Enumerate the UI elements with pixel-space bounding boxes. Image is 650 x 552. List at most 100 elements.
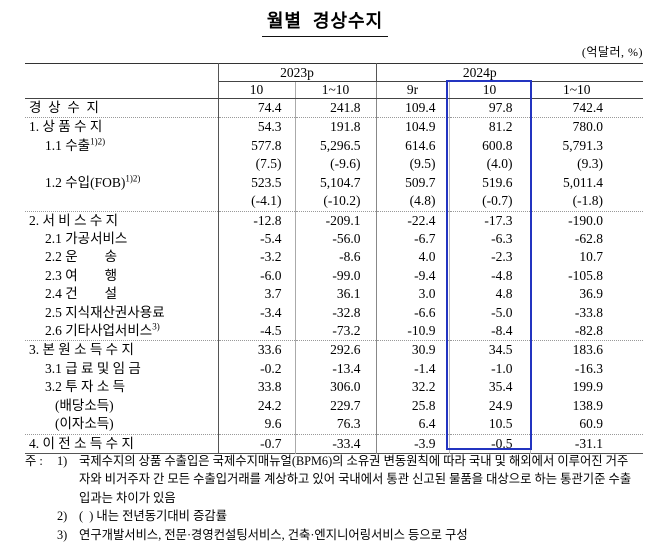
value-cell: (9.3): [577, 156, 604, 172]
value-cell: -99.0: [295, 266, 377, 286]
row-label: 2.3 여 행: [25, 266, 219, 286]
value-cell: (-9.6): [295, 155, 377, 174]
value-cell: 6.4: [376, 415, 450, 435]
value-cell: (7.5): [218, 155, 296, 174]
page-title: 월별 경상수지: [0, 7, 650, 37]
value-cell: -73.2: [295, 322, 377, 341]
value-cell: -4.5: [218, 322, 296, 341]
value-cell: -0.7: [218, 433, 296, 454]
column-header-2024-10: 10: [449, 81, 531, 99]
value-cell: 25.8: [376, 396, 450, 416]
value-cell: -82.8: [574, 323, 604, 339]
value-cell: 229.7: [295, 396, 377, 416]
row-label: [25, 155, 219, 174]
table-row: 1.2 수입(FOB)1)2) 523.5 5,104.7 509.7 519.6 5,0…: [25, 173, 643, 193]
value-cell: -105.8: [568, 267, 604, 283]
value-cell: 36.9: [579, 286, 604, 302]
table-row: 1. 상 품 수 지 54.3 191.8 104.9 81.2 780.0: [25, 117, 644, 137]
row-label: 2.1 가공서비스: [25, 229, 219, 249]
table-row: 3.2 투 자 소 득 33.8 306.0 32.2 35.4 199.9: [25, 378, 643, 397]
value-cell: (-1.8): [572, 193, 604, 209]
value-cell: 33.6: [218, 340, 296, 360]
row-label: 4. 이 전 소 득 수 지: [25, 433, 219, 454]
table-row: 경 상 수 지 74.4 241.8 109.4 97.8 742.4: [25, 98, 643, 118]
value-cell: -190.0: [530, 210, 644, 230]
value-cell: 183.6: [530, 340, 644, 360]
value-cell: -8.4: [449, 322, 531, 341]
value-cell: 600.8: [449, 136, 531, 156]
value-cell: 10.5: [449, 415, 531, 435]
footnote-prefix: 주 :: [25, 454, 43, 468]
value-cell: -8.6: [295, 248, 377, 267]
value-cell: 742.4: [572, 100, 604, 115]
value-cell: 3.7: [218, 285, 296, 304]
value-cell: -31.1: [530, 433, 644, 454]
value-cell: 60.9: [579, 416, 604, 432]
value-cell: 32.2: [376, 378, 450, 397]
value-cell: -5.0: [449, 303, 531, 323]
row-label: 1. 상 품 수 지: [25, 117, 219, 137]
column-group-2023p: 2023p: [218, 63, 377, 82]
value-cell: 292.6: [295, 340, 377, 360]
value-cell: 109.4: [376, 98, 450, 118]
row-label: 1.2 수입(FOB)1)2): [25, 173, 219, 193]
value-cell: -2.3: [449, 248, 531, 267]
value-cell: -12.8: [218, 210, 296, 230]
value-cell: -33.4: [295, 433, 377, 454]
value-cell: 36.1: [295, 285, 377, 304]
value-cell: -6.6: [376, 303, 450, 323]
value-cell: 199.9: [572, 379, 604, 395]
row-label: 2. 서 비 스 수 지: [25, 210, 219, 230]
table-row: 2.4 건 설 3.7 36.1 3.0 4.8 36.9: [25, 285, 643, 304]
table-row: 1.1 수출1)2) 577.8 5,296.5 614.6 600.8 5,791.3: [25, 136, 643, 156]
value-cell: 5,296.5: [295, 136, 377, 156]
value-cell: (-0.7): [449, 192, 531, 212]
value-cell: -56.0: [295, 229, 377, 249]
footnote-text: 연구개발서비스, 전문·경영컨설팅서비스, 건축·엔지니어링서비스 등으로 구성: [79, 527, 468, 542]
footnote-item: 3) 연구개발서비스, 전문·경영컨설팅서비스, 건축·엔지니어링서비스 등으로 …: [57, 526, 639, 544]
value-cell: 4.0: [376, 248, 450, 267]
table-row: (7.5) (-9.6) (9.5) (4.0) (9.3): [25, 155, 643, 174]
footnote-marker: 1)2): [125, 173, 141, 184]
value-cell: -9.4: [376, 266, 450, 286]
row-label: 1.1 수출1)2): [25, 136, 219, 156]
table-row: 2.3 여 행 -6.0 -99.0 -9.4 -4.8 -105.8: [25, 266, 643, 286]
value-cell: 81.2: [449, 117, 531, 137]
value-cell: -13.4: [295, 359, 377, 379]
footnote-list: 1) 국제수지의 상품 수출입은 국제수지매뉴얼(BPM6)의 소유권 변동원칙에…: [57, 452, 639, 544]
footnote-text: 국제수지의 상품 수출입은 국제수지매뉴얼(BPM6)의 소유권 변동원칙에 따…: [79, 454, 632, 505]
footnote-text: ( ) 내는 전년동기대비 증감률: [79, 509, 228, 524]
footnotes: 주 : 1) 국제수지의 상품 수출입은 국제수지매뉴얼(BPM6)의 소유권 변…: [25, 452, 639, 544]
table-row: (-4.1) (-10.2) (4.8) (-0.7) (-1.8): [25, 192, 643, 212]
column-header-2024-9r: 9r: [376, 81, 450, 99]
value-cell: 519.6: [449, 173, 531, 193]
value-cell: 24.9: [449, 396, 531, 416]
footnote-number: 3): [57, 527, 68, 542]
value-cell: 3.0: [376, 285, 450, 304]
value-cell: 780.0: [530, 117, 644, 137]
table-row: 2. 서 비 스 수 지 -12.8 -209.1 -22.4 -17.3 -190.0: [25, 210, 644, 230]
value-cell: -209.1: [295, 210, 377, 230]
table-row: 2.6 기타사업서비스3) -4.5 -73.2 -10.9 -8.4 -82.8: [25, 322, 643, 341]
value-cell: -1.4: [376, 359, 450, 379]
value-cell: (-10.2): [295, 192, 377, 212]
row-label: 3. 본 원 소 득 수 지: [25, 340, 219, 360]
value-cell: 5,791.3: [562, 137, 604, 153]
value-cell: 74.4: [218, 98, 296, 118]
column-header-2023-10: 10: [218, 81, 296, 99]
value-cell: -0.2: [218, 359, 296, 379]
value-cell: -3.9: [376, 433, 450, 454]
value-cell: 104.9: [376, 117, 450, 137]
value-cell: 34.5: [449, 340, 531, 360]
value-cell: -1.0: [449, 359, 531, 379]
value-cell: -3.4: [218, 303, 296, 323]
value-cell: 35.4: [449, 378, 531, 397]
value-cell: (4.8): [376, 192, 450, 212]
table-row: (이자소득) 9.6 76.3 6.4 10.5 60.9: [25, 415, 643, 435]
row-label: 3.1 급 료 및 임 금: [25, 359, 219, 379]
value-cell: (-4.1): [218, 192, 296, 212]
value-cell: -6.7: [376, 229, 450, 249]
value-cell: -33.8: [574, 304, 604, 320]
current-account-table: 2023p 2024p 10 1~10 9r 10 1~10 경 상 수 지 74…: [25, 63, 644, 455]
